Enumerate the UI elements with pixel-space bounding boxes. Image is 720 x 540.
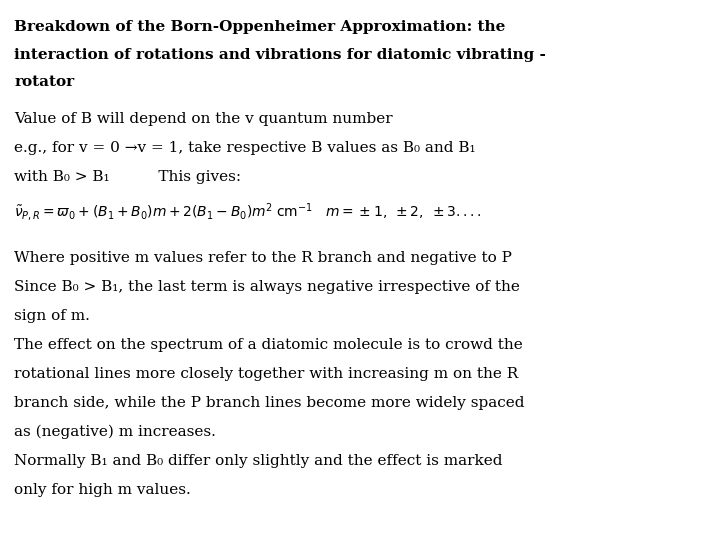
Text: sign of m.: sign of m. (14, 309, 90, 323)
Text: rotator: rotator (14, 75, 74, 89)
Text: with B₀ > B₁          This gives:: with B₀ > B₁ This gives: (14, 170, 241, 184)
Text: rotational lines more closely together with increasing m on the R: rotational lines more closely together w… (14, 367, 518, 381)
Text: $\tilde{\nu}_{P,R} = \varpi_0 + (B_1 + B_0)m + 2(B_1 - B_0)m^2 \;\mathrm{cm}^{-1: $\tilde{\nu}_{P,R} = \varpi_0 + (B_1 + B… (14, 201, 482, 223)
Text: only for high m values.: only for high m values. (14, 483, 191, 497)
Text: as (negative) m increases.: as (negative) m increases. (14, 425, 216, 439)
Text: Breakdown of the Born-Oppenheimer Approximation: the: Breakdown of the Born-Oppenheimer Approx… (14, 20, 505, 34)
Text: Normally B₁ and B₀ differ only slightly and the effect is marked: Normally B₁ and B₀ differ only slightly … (14, 454, 503, 468)
Text: The effect on the spectrum of a diatomic molecule is to crowd the: The effect on the spectrum of a diatomic… (14, 338, 523, 352)
Text: Since B₀ > B₁, the last term is always negative irrespective of the: Since B₀ > B₁, the last term is always n… (14, 280, 520, 294)
Text: e.g., for v = 0 →v = 1, take respective B values as B₀ and B₁: e.g., for v = 0 →v = 1, take respective … (14, 140, 476, 154)
Text: Where positive m values refer to the R branch and negative to P: Where positive m values refer to the R b… (14, 251, 512, 265)
Text: interaction of rotations and vibrations for diatomic vibrating -: interaction of rotations and vibrations … (14, 48, 546, 62)
Text: branch side, while the P branch lines become more widely spaced: branch side, while the P branch lines be… (14, 396, 525, 410)
Text: Value of B will depend on the v quantum number: Value of B will depend on the v quantum … (14, 112, 393, 126)
